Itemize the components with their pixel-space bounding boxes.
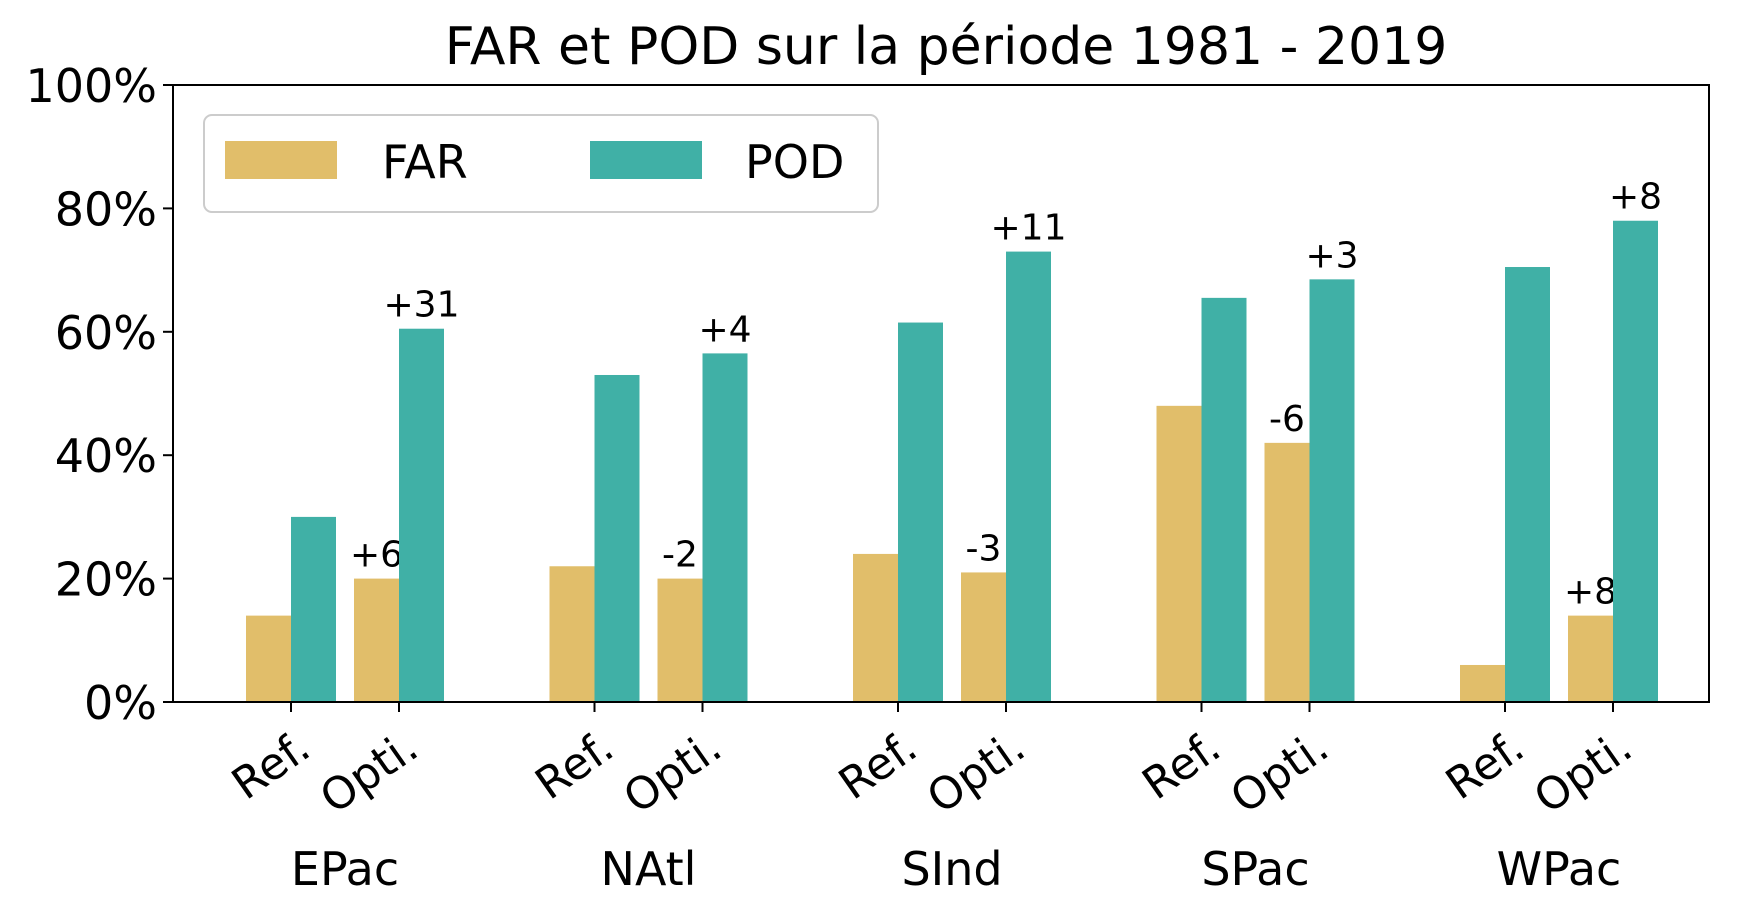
bar-far — [1460, 665, 1505, 702]
bar-pod — [898, 323, 943, 702]
bar-annotation: -6 — [1269, 399, 1305, 440]
bar-pod — [1505, 267, 1550, 702]
x-tick-label: Ref. — [526, 721, 622, 810]
x-tick-label: Opti. — [311, 721, 427, 824]
bar-far — [853, 554, 898, 702]
y-tick-label: 0% — [84, 676, 157, 730]
x-tick-label: Opti. — [1525, 721, 1641, 824]
bar-annotation: -3 — [966, 528, 1002, 569]
y-tick-label: 40% — [55, 429, 157, 483]
bar-pod — [703, 353, 748, 702]
bar-far — [1568, 616, 1613, 702]
legend-swatch-pod — [590, 141, 702, 179]
bar-far — [1157, 406, 1202, 702]
group-label: SInd — [901, 842, 1002, 896]
bar-annotation: +31 — [384, 285, 460, 326]
bar-pod — [595, 375, 640, 702]
bar-annotation: -2 — [662, 535, 698, 576]
group-label: EPac — [291, 842, 399, 896]
bar-far — [354, 579, 399, 702]
x-tick-label: Opti. — [918, 721, 1034, 824]
legend-label-pod: POD — [745, 135, 844, 189]
bar-annotation: +8 — [1564, 572, 1617, 613]
x-tick-label: Opti. — [615, 721, 731, 824]
x-tick-label: Ref. — [1133, 721, 1229, 810]
group-label: SPac — [1201, 842, 1309, 896]
bar-annotation: +4 — [698, 309, 751, 350]
x-tick-label: Ref. — [223, 721, 319, 810]
chart-title: FAR et POD sur la période 1981 - 2019 — [445, 17, 1448, 77]
legend-swatch-far — [225, 141, 337, 179]
y-tick-label: 100% — [25, 59, 157, 113]
bar-far — [1265, 443, 1310, 702]
bar-annotation: +3 — [1305, 235, 1358, 276]
group-label: WPac — [1497, 842, 1622, 896]
bar-pod — [1310, 279, 1355, 702]
bar-pod — [399, 329, 444, 702]
bar-far — [246, 616, 291, 702]
y-tick-label: 60% — [55, 306, 157, 360]
y-tick-label: 80% — [55, 182, 157, 236]
legend: FAR POD — [204, 115, 878, 212]
bar-far — [550, 566, 595, 702]
legend-label-far: FAR — [382, 135, 468, 189]
bar-far — [961, 572, 1006, 702]
bar-pod — [1613, 221, 1658, 702]
group-label: NAtl — [601, 842, 697, 896]
bar-annotation: +8 — [1609, 177, 1662, 218]
bar-annotation: +11 — [991, 208, 1067, 249]
bar-pod — [291, 517, 336, 702]
bar-far — [658, 579, 703, 702]
x-tick-label: Opti. — [1222, 721, 1338, 824]
bar-pod — [1006, 252, 1051, 702]
x-tick-label: Ref. — [830, 721, 926, 810]
y-tick-label: 20% — [55, 553, 157, 607]
bar-annotation: +6 — [350, 535, 403, 576]
bar-pod — [1202, 298, 1247, 702]
x-tick-label: Ref. — [1437, 721, 1533, 810]
